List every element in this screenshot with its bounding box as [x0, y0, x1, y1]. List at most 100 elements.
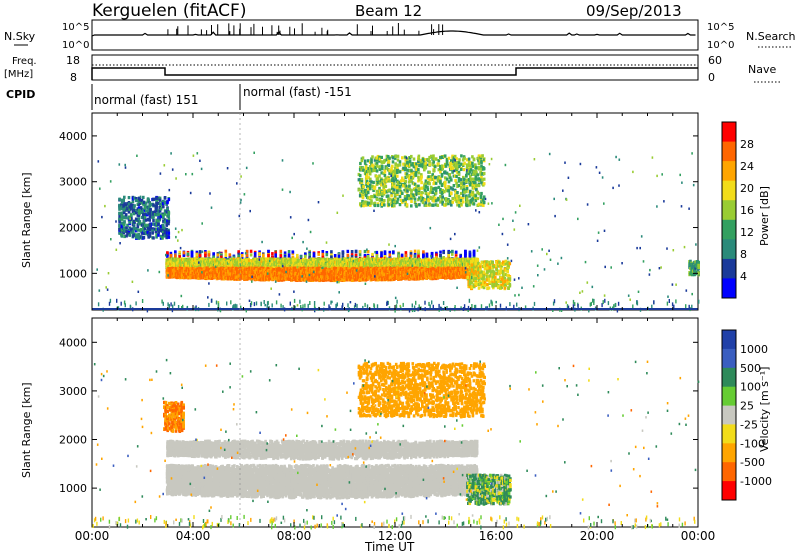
echo-cell [262, 254, 265, 257]
nsearch-tick-bottom: 10^0 [707, 40, 734, 51]
echo-cell [317, 253, 320, 256]
freq-tick-top: 18 [66, 54, 80, 67]
echo-cell [426, 253, 429, 256]
echo-cell [225, 250, 228, 253]
echo-cell [397, 254, 400, 257]
echo-cell [371, 253, 374, 256]
echo-cell [313, 252, 316, 255]
nsky-tick-top: 10^5 [62, 22, 89, 33]
echo-cell [229, 253, 232, 256]
echo-cell [451, 250, 454, 253]
echo-cell [392, 251, 395, 254]
echo-cell [183, 251, 186, 254]
echo-cell [280, 250, 283, 253]
echo-cell [187, 253, 190, 256]
freq-label: Freq. [12, 56, 37, 67]
echo-cell [359, 250, 362, 253]
echo-cell [271, 252, 274, 255]
echo-cell [431, 252, 434, 255]
echo-cell [364, 250, 367, 253]
echo-cell [380, 254, 383, 257]
nsky-label: N.Sky [4, 30, 36, 43]
echo-cell [174, 250, 177, 253]
echo-cell [174, 254, 177, 257]
echo-cell [296, 254, 299, 257]
echo-cell [250, 253, 253, 256]
echo-cell [334, 254, 337, 257]
echo-cell [191, 253, 194, 256]
cpid-panel: CPID normal (fast) 151 normal (fast) -15… [6, 84, 352, 110]
echo-cell [401, 254, 404, 257]
echo-cell [288, 253, 291, 256]
nave-tick-bottom: 0 [708, 71, 715, 84]
echo-cell [347, 254, 350, 257]
echo-cell [347, 250, 350, 253]
echo-cell [204, 254, 207, 257]
echo-cell [326, 253, 329, 256]
nsky-tick-bottom: 10^0 [62, 40, 89, 51]
echo-cell [288, 250, 291, 253]
echo-cell [422, 250, 425, 253]
echo-cell [330, 250, 333, 253]
echo-cell [455, 251, 458, 254]
nsearch-label: N.Search [746, 30, 796, 43]
echo-cell [199, 250, 202, 253]
cpid-segment-2: normal (fast) -151 [243, 85, 352, 99]
plot-title: Kerguelen (fitACF) [92, 1, 246, 21]
echo-cell [355, 250, 358, 253]
echo-cell [241, 254, 244, 257]
echo-cell [199, 254, 202, 257]
echo-cell [208, 253, 211, 256]
echo-cell [292, 250, 295, 253]
echo-cell [330, 255, 333, 258]
echo-cell [254, 252, 257, 255]
echo-cell [212, 252, 215, 255]
echo-cell [342, 253, 345, 256]
echo-cell [439, 251, 442, 254]
nsky-trace [92, 31, 696, 49]
echo-cell [170, 254, 173, 257]
echo-cell [389, 253, 392, 256]
echo-cell [469, 252, 472, 255]
nave-tick-top: 60 [708, 54, 722, 67]
echo-cell [384, 250, 387, 253]
nsky-spikes [168, 23, 443, 35]
echo-cell [250, 250, 253, 253]
echo-cell [300, 255, 303, 258]
freq-trace [92, 68, 698, 80]
nsearch-tick-top: 10^5 [707, 22, 734, 33]
freq-panel: Freq. [MHz] 18 8 60 0 Nave [4, 54, 780, 84]
freq-tick-bottom: 8 [70, 71, 77, 84]
nsky-panel: N.Sky 10^5 10^0 10^5 10^0 N.Search [4, 20, 796, 51]
echo-cell [473, 253, 476, 256]
cpid-segment-1: normal (fast) 151 [94, 93, 198, 107]
cpid-label: CPID [6, 88, 35, 101]
echo-cell [258, 253, 261, 256]
echo-cell [322, 250, 325, 253]
echo-cell [405, 254, 408, 257]
echo-cell [225, 253, 228, 256]
echo-cell [351, 250, 354, 253]
echo-cell [359, 253, 362, 256]
echo-cell [451, 253, 454, 256]
freq-unit-label: [MHz] [4, 69, 33, 80]
echo-cell [447, 251, 450, 254]
echo-cell [267, 254, 270, 257]
echo-cell [280, 254, 283, 257]
echo-cell [417, 255, 420, 258]
echo-cell [196, 253, 199, 256]
echo-cell [322, 253, 325, 256]
echo-cell [267, 250, 270, 253]
echo-cell [274, 253, 277, 256]
beam-label: Beam 12 [355, 2, 422, 20]
nave-label: Nave [748, 63, 776, 76]
echo-cell [442, 251, 445, 254]
echo-cell [217, 253, 220, 256]
echo-cell [338, 255, 341, 258]
echo-cell [417, 250, 420, 253]
echo-cell [308, 253, 311, 256]
echo-cell [304, 255, 307, 258]
echo-cell [464, 252, 467, 255]
